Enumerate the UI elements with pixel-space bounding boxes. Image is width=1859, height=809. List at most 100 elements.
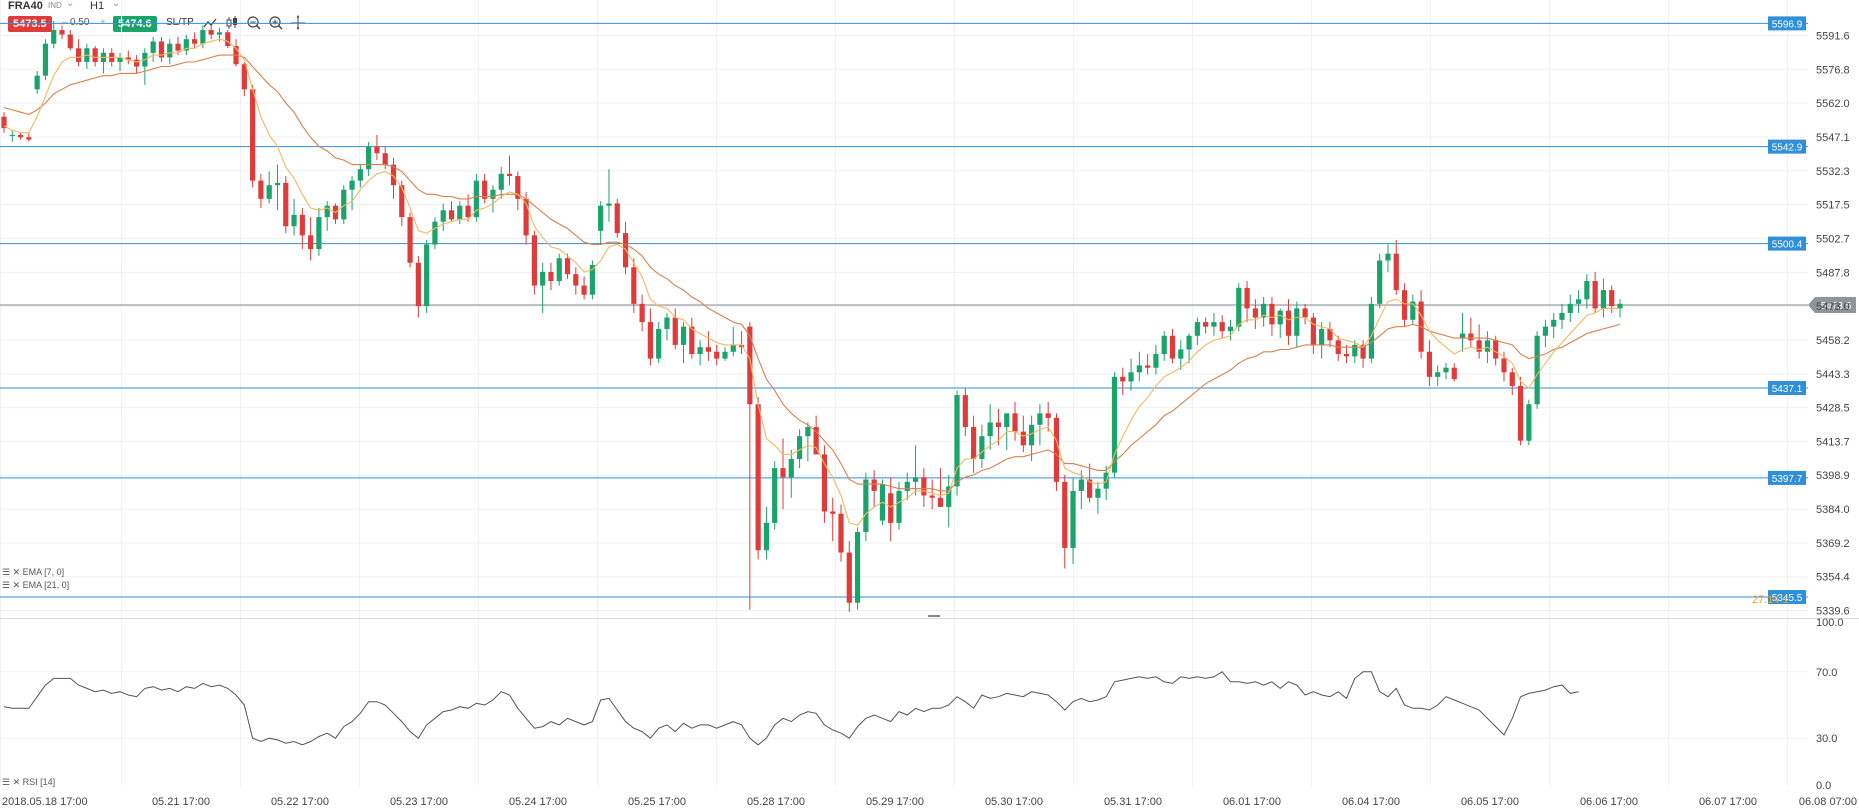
candle-body [415,262,421,307]
candle-body [1294,308,1300,336]
candle-body [979,436,985,459]
candle-body [208,30,214,35]
candle-body [482,180,488,199]
candle-body [805,427,811,437]
candle-body [722,351,728,359]
candle-body [448,210,455,220]
candle-body [1459,333,1466,339]
candle-body [266,185,272,199]
candle-body [26,137,32,140]
candle-body [821,454,828,512]
timeframe-dropdown-icon[interactable]: ⌄ [112,0,121,9]
time-axis-label: 05.31 17:00 [1104,796,1162,808]
price-axis-tick: 5547.1 [1816,132,1850,144]
time-axis-label: 2018.05.18 17:00 [2,796,88,808]
candle-body [1426,351,1432,377]
price-axis-tick: 5339.6 [1816,606,1850,618]
candle-body [1575,299,1582,304]
candle-body [1476,340,1482,352]
candle-body [1244,287,1250,309]
candle-body [1169,335,1176,359]
candle-body [382,153,388,165]
level-tag-label: 5542.9 [1772,143,1803,154]
candle-body [133,59,140,67]
candle-body [863,479,869,533]
candle-body [838,513,844,553]
time-axis-label: 06.06 17:00 [1580,796,1638,808]
candle-body [216,32,223,35]
ema-slow-label[interactable]: ☰ ✕ EMA [21, 0] [2,580,70,590]
candle-body [1360,344,1366,359]
candle-body [1219,322,1225,332]
candle-body [1020,431,1026,446]
candle-body [225,32,231,46]
time-axis-label: 05.30 17:00 [985,796,1043,808]
spread-decrease-button[interactable]: – [62,17,68,28]
spread-increase-button[interactable]: + [100,17,106,28]
ema-slow-name: EMA [21, 0] [22,580,70,590]
candle-body [1600,290,1607,309]
candle-body [9,134,15,136]
buy-price-button[interactable]: 5474.6 [113,16,157,32]
level-tag [1768,381,1806,396]
price-levels: 5596.9 5542.9 5500.4 5437.1 5397.7 5345.5 [0,16,1808,605]
candle-body [1128,372,1134,382]
time-axis: 2018.05.18 17:00 05.21 17:00 05.22 17:00 05… [2,796,1857,808]
candle-body [1045,413,1051,418]
candle-body [1509,372,1515,386]
symbol-label[interactable]: FRA40 [8,0,43,12]
rsi-label[interactable]: ☰ ✕ RSI [14] [2,777,56,787]
price-axis: 5591.6 5576.8 5562.0 5547.1 5532.3 5517.5 5502… [1816,31,1850,618]
ema-fast-label[interactable]: ☰ ✕ EMA [7, 0] [2,567,65,577]
candle-body [1302,308,1308,318]
candle-body [813,427,819,455]
candle-body [316,217,322,250]
level-tag-label: 5397.7 [1772,474,1803,485]
candle-body [606,203,612,206]
candle-body [67,34,73,49]
zoom-out-icon[interactable] [246,14,262,32]
price-axis-tick: 5443.3 [1816,369,1850,381]
candle-body [117,57,123,62]
candle-body [755,404,761,551]
candle-body [1120,376,1126,382]
sell-price-button[interactable]: 5473.5 [8,16,52,32]
price-axis-tick: 5458.2 [1816,335,1850,347]
candle-body [1319,328,1325,345]
candle-body [324,205,330,218]
candle-body [34,75,40,90]
time-axis-label: 05.24 17:00 [509,796,567,808]
time-axis-label: 05.21 17:00 [152,796,210,808]
sltp-button[interactable]: SL/TP [166,17,194,28]
candle-body [1178,349,1184,359]
time-axis-label: 05.29 17:00 [866,796,924,808]
candle-body [1087,479,1093,498]
panel-resize-handle[interactable] [928,615,940,617]
price-axis-tick: 5428.5 [1816,403,1850,415]
candle-body [440,210,446,222]
candle-body [954,395,960,487]
candle-body [399,185,405,218]
candle-body [1401,290,1408,320]
candle-body [1095,488,1101,498]
candle-body [407,217,413,263]
candle-body [1385,253,1391,261]
candle-body [158,41,165,58]
rsi-axis-tick: 100.0 [1816,617,1844,629]
level-tag [1768,139,1806,154]
time-axis-label: 05.22 17:00 [271,796,329,808]
candle-body [747,326,753,405]
candle-body [1501,358,1507,373]
time-axis-label: 06.05 17:00 [1461,796,1519,808]
level-tag [1768,236,1806,251]
price-axis-tick: 5398.9 [1816,470,1850,482]
candles [1,20,1623,612]
candle-body [1443,367,1449,373]
timeframe-label[interactable]: H1 [90,0,105,12]
symbol-dropdown-icon[interactable]: ⌄ [66,0,75,9]
candle-body [1368,303,1374,359]
countdown-label: 27:14:1 [1752,594,1789,606]
candle-body [250,89,256,181]
candle-body [548,271,554,282]
